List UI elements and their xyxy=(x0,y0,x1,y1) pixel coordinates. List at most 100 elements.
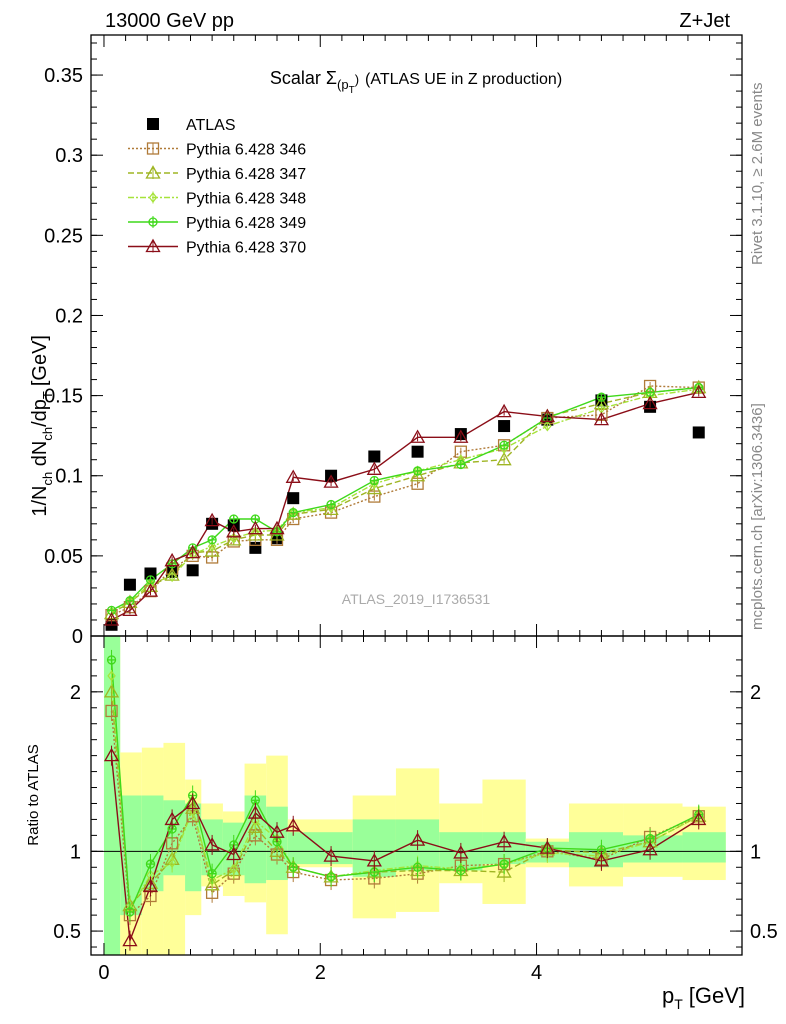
top-point-p370-9 xyxy=(285,469,301,483)
header-left: 13000 GeV pp xyxy=(105,10,234,32)
top-point-p370-3 xyxy=(164,552,180,567)
ratio-point-p370-9 xyxy=(285,817,301,832)
ratio-point-p370-11 xyxy=(366,853,382,867)
top-point-p348-11 xyxy=(370,478,379,490)
top-point-p347-7 xyxy=(247,527,263,541)
ratio-y-axis-label: Ratio to ATLAS xyxy=(25,744,42,845)
main-y-tick-label-4: 0.2 xyxy=(55,305,83,327)
x-tick-label-1: 2 xyxy=(315,962,326,984)
ratio-point-p370-17 xyxy=(642,841,658,856)
ratio-plot-frame xyxy=(90,635,743,956)
top-point-p370-18 xyxy=(691,384,707,399)
top-point-p347-14 xyxy=(496,451,512,466)
top-line-p349 xyxy=(111,386,699,612)
legend-marker-atlas xyxy=(147,118,159,130)
band-green-1 xyxy=(120,795,142,916)
axes: 0 0.05 0.1 0.15 0.2 0.25 0.3 0.35 0.5 0.5 1 1 2 2 0 2 4 xyxy=(44,34,778,984)
top-point-p370-12 xyxy=(409,429,426,443)
ratio-point-p370-14 xyxy=(496,833,512,848)
ratio-point-p370-15 xyxy=(539,840,555,854)
top-point-p370-14 xyxy=(496,403,512,418)
top-point-p370-16 xyxy=(593,411,610,426)
top-point-p347-11 xyxy=(366,480,382,495)
legend-entry-atlas: ATLAS xyxy=(186,117,236,134)
legend-marker-p370 xyxy=(145,238,161,253)
top-point-p348-7 xyxy=(251,526,260,538)
top-point-p349-2 xyxy=(145,575,156,585)
legend-entry-p348: Pythia 6.428 348 xyxy=(186,191,306,208)
x-tick-label-0: 0 xyxy=(98,962,109,984)
legend-entry-p347: Pythia 6.428 347 xyxy=(186,166,306,183)
x-tick-label-2: 4 xyxy=(531,962,542,984)
ratio-y-tick-label-left-1: 1 xyxy=(70,841,81,863)
top-point-atlas-7 xyxy=(249,541,262,554)
ratio-point-p370-7 xyxy=(247,805,263,819)
ratio-point-p370-16 xyxy=(593,853,610,867)
top-point-p347-5 xyxy=(204,543,220,557)
top-point-p348-4 xyxy=(188,548,197,560)
ratio-point-p370-5 xyxy=(204,837,220,851)
main-y-tick-label-2: 0.1 xyxy=(55,466,83,488)
band-green-4 xyxy=(185,803,202,892)
legend-marker-p346 xyxy=(146,142,160,155)
ratio-point-p347-14 xyxy=(496,864,512,878)
top-point-atlas-4 xyxy=(186,564,199,577)
ratio-point-p346-0 xyxy=(105,704,118,718)
ratio-y-tick-label-left-2: 2 xyxy=(70,682,81,704)
ratio-point-p349-9 xyxy=(288,862,298,872)
ratio-point-p370-6 xyxy=(226,846,242,861)
top-point-p370-11 xyxy=(366,461,382,475)
top-point-atlas-14 xyxy=(498,420,511,433)
top-point-p348-14 xyxy=(499,443,509,454)
ratio-point-p370-13 xyxy=(453,845,469,859)
top-point-p349-12 xyxy=(412,466,423,476)
top-point-p348-10 xyxy=(326,502,336,514)
ratio-y-tick-label-left-0: 0.5 xyxy=(53,921,81,943)
ratio-point-p370-0 xyxy=(103,747,120,762)
legend-entry-p349: Pythia 6.428 349 xyxy=(186,215,306,232)
top-point-p370-7 xyxy=(247,520,263,535)
ratio-point-p370-2 xyxy=(142,878,159,893)
main-y-tick-label-7: 0.35 xyxy=(44,65,83,87)
top-point-p370-0 xyxy=(103,612,120,626)
top-point-p370-8 xyxy=(269,520,285,535)
top-line-p346 xyxy=(111,385,699,616)
analysis-watermark: ATLAS_2019_I1736531 xyxy=(342,591,491,607)
ratio-point-p347-8 xyxy=(269,843,285,857)
top-point-atlas-18 xyxy=(692,426,705,439)
top-point-atlas-1 xyxy=(123,578,136,591)
main-y-tick-label-3: 0.15 xyxy=(44,386,83,408)
top-point-p370-10 xyxy=(323,474,339,488)
top-point-p370-15 xyxy=(539,408,555,423)
top-point-p370-4 xyxy=(185,544,201,559)
ratio-point-p349-0 xyxy=(106,655,117,665)
ratio-y-tick-label-right-2: 2 xyxy=(750,682,761,704)
main-y-tick-label-6: 0.3 xyxy=(55,145,83,167)
ratio-point-p349-1 xyxy=(125,907,135,917)
x-axis-label: pT [GeV] xyxy=(662,983,745,1012)
legend: ATLAS Pythia 6.428 346 Pythia 6.428 347 Pyt… xyxy=(128,117,306,257)
top-line-p370 xyxy=(111,391,699,621)
band-green-17 xyxy=(682,832,726,863)
ratio-point-p349-2 xyxy=(145,859,156,869)
ratio-point-p349-12 xyxy=(412,862,423,872)
main-y-tick-label-5: 0.25 xyxy=(44,225,83,247)
ratio-point-p347-0 xyxy=(103,684,120,698)
top-line-p347 xyxy=(111,386,699,615)
legend-entry-p346: Pythia 6.428 346 xyxy=(186,142,306,159)
top-point-p370-6 xyxy=(226,524,242,538)
top-point-p349-14 xyxy=(499,440,509,450)
ratio-point-p348-5 xyxy=(207,874,217,886)
ratio-point-p349-5 xyxy=(207,869,217,879)
top-point-atlas-9 xyxy=(287,492,300,505)
ratio-point-p370-10 xyxy=(323,848,339,862)
main-y-tick-label-0: 0 xyxy=(72,626,83,648)
top-point-p348-15 xyxy=(543,420,552,432)
top-point-p349-5 xyxy=(207,535,217,545)
legend-entry-p370: Pythia 6.428 370 xyxy=(186,240,306,257)
top-point-p349-11 xyxy=(369,475,379,486)
main-plot-title: Scalar Σ(pT) (ATLAS UE in Z production) xyxy=(270,68,562,96)
top-point-p370-13 xyxy=(453,429,469,443)
ratio-point-p348-0 xyxy=(107,670,116,682)
main-y-tick-label-1: 0.05 xyxy=(44,546,83,568)
